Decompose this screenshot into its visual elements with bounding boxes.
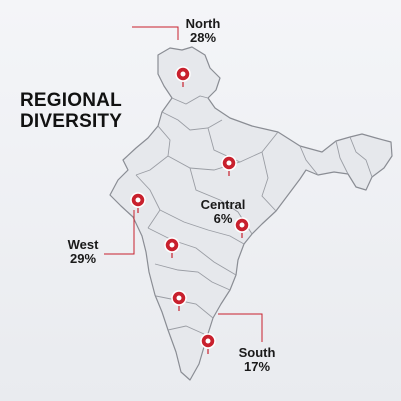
south-leader-line: [218, 313, 263, 342]
india-outline: [109, 46, 393, 381]
map-title: REGIONAL DIVERSITY: [20, 90, 122, 132]
region-value: 28%: [189, 30, 217, 45]
region-label-south: South 17%: [232, 346, 282, 374]
title-line-2: DIVERSITY: [20, 111, 123, 132]
state-boundaries: [135, 95, 373, 335]
region-label-north: North 28%: [178, 17, 228, 45]
north-leader-line: [132, 26, 179, 40]
west-leader-line: [104, 210, 135, 255]
region-label-central: Central 6%: [196, 198, 250, 226]
map-pins: [130, 66, 250, 354]
region-name: North: [185, 16, 221, 31]
map-pin-icon: [175, 66, 191, 87]
region-value: 6%: [213, 211, 233, 226]
map-pin-icon: [221, 155, 237, 176]
map-pin-icon: [130, 192, 146, 213]
map-pin-icon: [171, 290, 187, 311]
region-name: South: [238, 345, 276, 360]
map-pin-icon: [234, 217, 250, 238]
region-label-west: West 29%: [60, 238, 106, 266]
region-value: 29%: [69, 251, 97, 266]
region-name: West: [67, 237, 99, 252]
region-value: 17%: [243, 359, 271, 374]
title-line-1: REGIONAL: [20, 90, 122, 111]
region-name: Central: [200, 197, 246, 212]
map-pin-icon: [200, 333, 216, 354]
map-pin-icon: [164, 237, 180, 258]
leader-lines: [104, 26, 263, 342]
